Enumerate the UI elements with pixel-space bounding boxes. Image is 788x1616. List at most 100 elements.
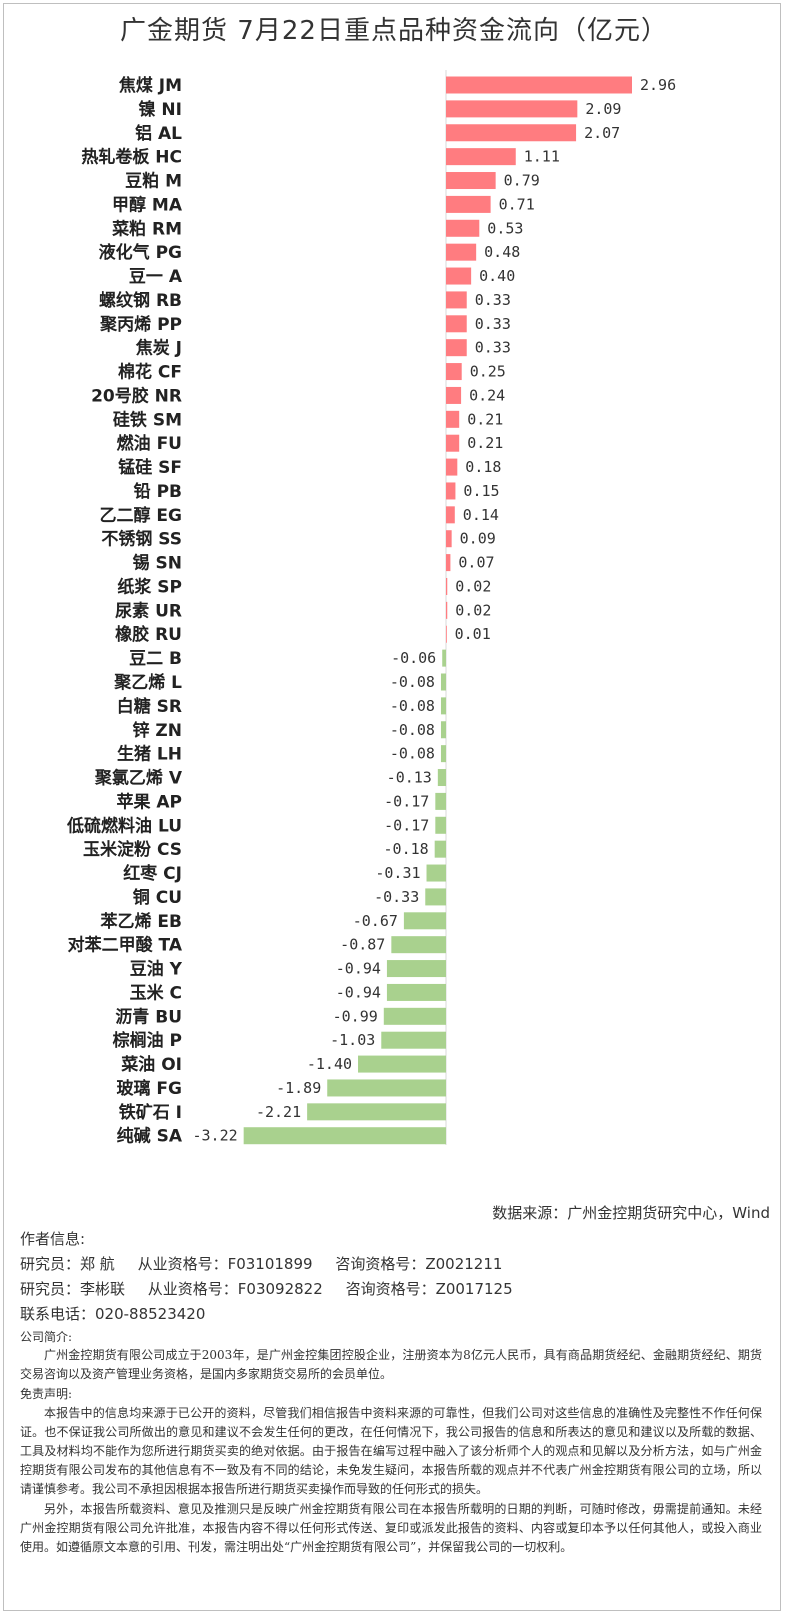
category-label: 铅 PB: [134, 481, 182, 502]
data-source: 数据来源：广州金控期货研究中心，Wind: [492, 1204, 770, 1222]
bar: [446, 530, 452, 548]
category-label: 热轧卷板 HC: [81, 147, 182, 168]
category-label: 焦炭 J: [135, 338, 182, 359]
bar: [403, 912, 446, 930]
value-label: -0.67: [353, 912, 398, 930]
contact-phone: 联系电话：020-88523420: [20, 1305, 206, 1323]
bar: [446, 458, 458, 476]
bar: [425, 888, 446, 906]
bar: [358, 1055, 446, 1073]
category-label: 豆油 Y: [130, 959, 183, 980]
bar: [446, 243, 477, 261]
author-heading: 作者信息:: [20, 1230, 86, 1248]
category-label: 对苯二甲酸 TA: [68, 935, 183, 956]
value-label: 0.25: [470, 363, 506, 381]
value-label: 0.01: [455, 625, 491, 643]
category-label: 聚氯乙烯 V: [94, 768, 183, 789]
company-heading: 公司简介:: [20, 1330, 73, 1344]
category-label: 生猪 LH: [117, 744, 182, 765]
value-label: 0.71: [499, 195, 535, 213]
value-label: 0.33: [475, 315, 511, 333]
value-label: -0.99: [333, 1007, 378, 1025]
bar: [446, 506, 455, 524]
category-label: 菜油 OI: [120, 1054, 182, 1075]
category-label: 白糖 SR: [117, 696, 182, 717]
researcher-1-cert: 从业资格号：F03101899: [137, 1255, 313, 1273]
value-label: 1.11: [524, 148, 560, 166]
value-label: -0.17: [384, 816, 429, 834]
category-label: 液化气 PG: [99, 242, 182, 263]
category-label: 聚丙烯 PP: [99, 314, 182, 335]
value-label: 2.09: [585, 100, 621, 118]
bar: [446, 482, 456, 500]
value-label: -0.08: [390, 721, 435, 739]
value-label: 0.79: [504, 172, 540, 190]
category-label: 纸浆 SP: [117, 576, 182, 597]
category-label: 玉米 C: [130, 982, 182, 1003]
value-label: -1.03: [330, 1031, 375, 1049]
bar: [307, 1103, 446, 1121]
category-label: 焦煤 JM: [118, 75, 182, 96]
value-label: -2.21: [256, 1103, 301, 1121]
bar: [446, 577, 448, 595]
bar: [437, 769, 446, 787]
category-label: 乙二醇 EG: [100, 505, 183, 526]
researcher-2-name: 研究员：李彬联: [20, 1280, 126, 1298]
bar: [446, 291, 467, 309]
researcher-1-name: 研究员：郑 航: [20, 1255, 115, 1273]
disclaimer-paragraph-2: 另外，本报告所载资料、意见及推测只是反映广州金控期货有限公司在本报告所载明的日期…: [20, 1502, 762, 1554]
bar: [446, 195, 491, 213]
category-label: 豆一 A: [129, 267, 183, 287]
bar: [243, 1127, 446, 1145]
bar: [391, 936, 446, 954]
category-label: 豆二 B: [129, 649, 182, 669]
value-label: 0.02: [455, 577, 491, 595]
bar: [386, 983, 446, 1001]
category-label: 燃油 FU: [117, 433, 182, 454]
category-label: 铝 AL: [135, 123, 182, 144]
category-label: 玉米淀粉 CS: [83, 839, 182, 860]
value-label: -0.31: [375, 864, 420, 882]
value-label: 0.14: [463, 506, 499, 524]
bar: [440, 745, 446, 763]
value-label: 0.33: [475, 291, 511, 309]
category-label: 菜粕 RM: [111, 218, 182, 239]
bar: [446, 219, 480, 237]
category-label: 镍 NI: [139, 99, 182, 120]
bar: [446, 363, 462, 381]
category-label: 铜 CU: [133, 887, 182, 908]
value-label: 0.33: [475, 339, 511, 357]
bar: [435, 816, 446, 834]
value-label: 0.21: [467, 434, 503, 452]
value-label: 0.15: [463, 482, 499, 500]
value-label: -0.08: [390, 697, 435, 715]
bar: [440, 697, 446, 715]
value-label: -0.06: [391, 649, 436, 667]
bar: [434, 840, 446, 858]
bar: [446, 434, 460, 452]
disclaimer-paragraph-1: 本报告中的信息均来源于已公开的资料，尽管我们相信报告中资料来源的可靠性，但我们公…: [20, 1406, 762, 1496]
value-label: -0.94: [336, 960, 381, 978]
category-label: 尿素 UR: [115, 601, 182, 621]
value-label: 0.02: [455, 601, 491, 619]
category-label: 苯乙烯 EB: [100, 911, 183, 932]
bar: [446, 124, 577, 142]
category-label: 棉花 CF: [118, 362, 182, 383]
value-label: 0.09: [460, 530, 496, 548]
bar: [446, 625, 447, 643]
category-label: 豆粕 M: [125, 171, 182, 192]
category-label: 苹果 AP: [116, 791, 182, 812]
bar: [446, 386, 462, 404]
category-label: 橡胶 RU: [115, 624, 182, 645]
category-label: 不锈钢 SS: [101, 529, 182, 550]
bar: [446, 76, 632, 94]
bar: [440, 721, 446, 739]
category-label: 铁矿石 I: [119, 1102, 182, 1123]
bar: [446, 172, 496, 190]
value-label: -0.08: [390, 673, 435, 691]
category-label: 棕榈油 P: [113, 1030, 182, 1051]
bar: [381, 1031, 446, 1049]
bar: [446, 410, 460, 428]
value-label: 0.53: [487, 219, 523, 237]
value-label: 0.21: [467, 410, 503, 428]
